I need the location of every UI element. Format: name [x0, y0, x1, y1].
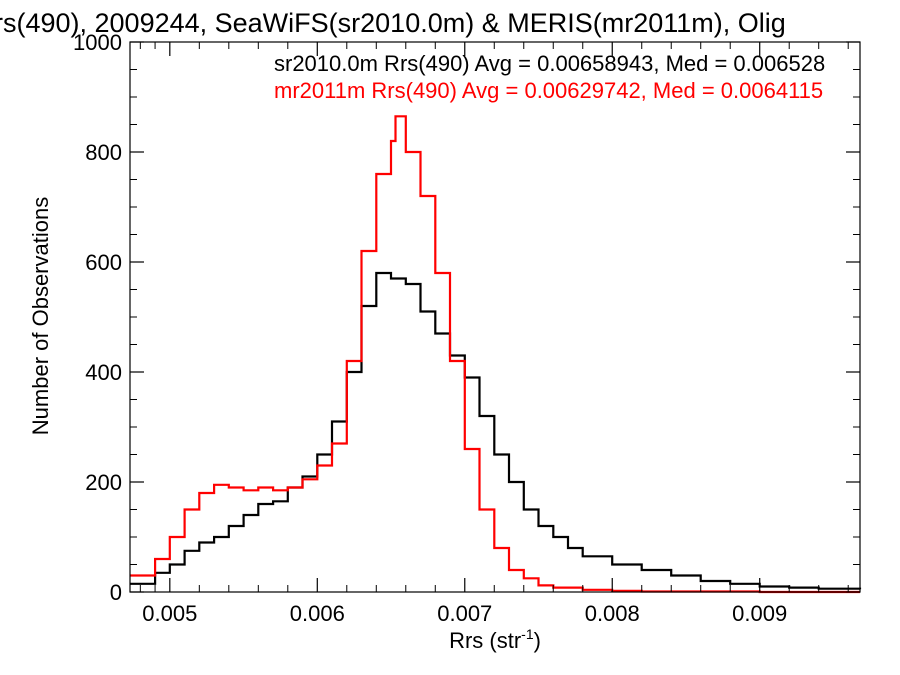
y-tick-label: 200	[85, 470, 122, 495]
x-tick-label: 0.007	[437, 601, 492, 626]
x-axis-label-superscript: -1	[521, 626, 534, 642]
x-axis-label-main: Rrs (str	[449, 628, 521, 653]
y-tick-label: 1000	[73, 30, 122, 55]
x-tick-label: 0.008	[585, 601, 640, 626]
x-tick-label: 0.005	[142, 601, 197, 626]
series-line-1	[130, 115, 860, 594]
y-tick-label: 800	[85, 140, 122, 165]
x-axis-label-close: )	[534, 628, 541, 653]
chart-title: rs(490), 2009244, SeaWiFS(sr2010.0m) & M…	[0, 8, 786, 38]
y-tick-label: 400	[85, 360, 122, 385]
series-line-0	[130, 271, 862, 590]
x-axis-label: Rrs (str-1)	[449, 626, 541, 653]
x-tick-label: 0.006	[290, 601, 345, 626]
y-axis-label: Number of Observations	[28, 197, 53, 435]
legend-entry-1: mr2011m Rrs(490) Avg = 0.00629742, Med =…	[274, 78, 823, 103]
legend: sr2010.0m Rrs(490) Avg = 0.00658943, Med…	[274, 51, 825, 103]
y-tick-label: 600	[85, 250, 122, 275]
x-tick-label: 0.009	[732, 601, 787, 626]
ticks-layer: 0.005 0.006 0.007 0.008 0.009 0 200 400 600 800 10…	[73, 30, 860, 626]
series-layer	[130, 115, 862, 594]
y-tick-label: 0	[110, 580, 122, 605]
legend-entry-0: sr2010.0m Rrs(490) Avg = 0.00658943, Med…	[274, 51, 825, 76]
